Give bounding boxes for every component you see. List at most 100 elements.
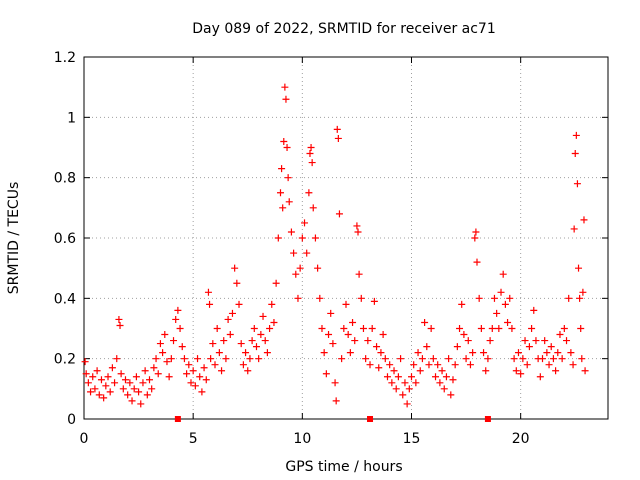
data-point	[390, 367, 398, 375]
data-point	[462, 355, 470, 363]
data-point	[560, 325, 568, 332]
data-point	[87, 388, 95, 396]
data-point	[244, 367, 252, 375]
data-point	[351, 337, 359, 345]
data-point	[565, 294, 573, 302]
data-point	[545, 361, 553, 369]
data-point	[514, 349, 522, 357]
data-point	[250, 325, 258, 332]
data-point	[180, 355, 188, 363]
data-point	[512, 367, 520, 375]
data-point	[418, 355, 426, 363]
data-point	[364, 337, 372, 345]
data-point	[497, 288, 505, 296]
data-point	[473, 258, 481, 266]
data-point	[427, 325, 435, 332]
data-point	[410, 361, 418, 369]
data-point	[137, 400, 145, 408]
data-point	[176, 325, 184, 332]
data-point	[416, 367, 424, 375]
data-point	[445, 355, 453, 363]
data-point	[414, 349, 422, 357]
data-point	[563, 337, 571, 345]
data-point	[246, 355, 254, 363]
data-point	[154, 370, 162, 378]
data-point	[344, 331, 352, 339]
data-point	[571, 150, 579, 158]
data-point	[255, 355, 263, 363]
data-point	[578, 355, 586, 363]
data-point	[235, 300, 243, 308]
data-point	[143, 391, 151, 399]
data-point	[200, 364, 208, 372]
data-point	[311, 234, 319, 242]
data-point	[91, 385, 99, 393]
data-point	[284, 174, 292, 182]
data-point	[93, 367, 101, 375]
data-point	[506, 294, 514, 302]
data-point	[362, 355, 370, 363]
y-tick-label: 1.2	[54, 50, 76, 66]
data-point	[266, 325, 274, 332]
data-point	[115, 315, 123, 323]
data-point	[581, 367, 589, 375]
data-point	[124, 391, 132, 399]
data-point	[280, 137, 288, 145]
data-point	[306, 150, 314, 158]
data-point	[183, 370, 191, 378]
data-point	[233, 279, 241, 287]
data-point	[128, 397, 136, 405]
data-point	[121, 376, 129, 384]
data-point	[401, 379, 409, 387]
data-point	[301, 219, 309, 227]
data-point	[82, 370, 90, 378]
data-point	[434, 361, 442, 369]
data-point	[525, 343, 533, 351]
data-point	[111, 379, 119, 387]
data-point	[408, 373, 415, 381]
data-point	[342, 300, 350, 308]
data-point	[488, 325, 496, 332]
data-point	[477, 325, 485, 332]
data-point	[325, 331, 333, 339]
data-point	[318, 325, 326, 332]
data-point	[458, 300, 466, 308]
data-point	[549, 355, 557, 363]
data-point	[287, 228, 295, 236]
data-point	[460, 331, 468, 339]
data-point	[579, 288, 587, 296]
data-point	[285, 198, 293, 206]
data-point	[421, 318, 429, 326]
data-point	[528, 325, 536, 332]
data-point	[139, 379, 147, 387]
data-point	[126, 379, 134, 387]
data-point	[215, 349, 223, 357]
data-point	[298, 234, 306, 242]
data-point	[108, 364, 116, 372]
data-point	[580, 216, 588, 224]
data-point	[279, 204, 287, 212]
data-point	[442, 373, 450, 381]
data-point	[466, 361, 474, 369]
data-point	[521, 337, 529, 345]
data-point	[161, 331, 169, 339]
data-point	[577, 325, 585, 332]
data-point	[567, 349, 575, 357]
data-point	[543, 349, 551, 357]
data-point	[222, 355, 230, 363]
data-point	[104, 373, 112, 381]
data-point	[209, 340, 217, 348]
zero-marker	[367, 416, 374, 422]
data-point	[519, 355, 527, 363]
data-point	[536, 373, 544, 381]
data-point	[576, 294, 584, 302]
data-point	[130, 385, 138, 393]
data-point	[268, 300, 276, 308]
data-point	[257, 331, 265, 339]
data-point	[100, 394, 108, 402]
data-point	[141, 367, 149, 375]
data-point	[573, 180, 581, 188]
x-axis-label: GPS time / hours	[285, 459, 402, 475]
y-tick-label: 0.2	[54, 352, 76, 368]
y-tick-label: 0	[67, 412, 76, 428]
